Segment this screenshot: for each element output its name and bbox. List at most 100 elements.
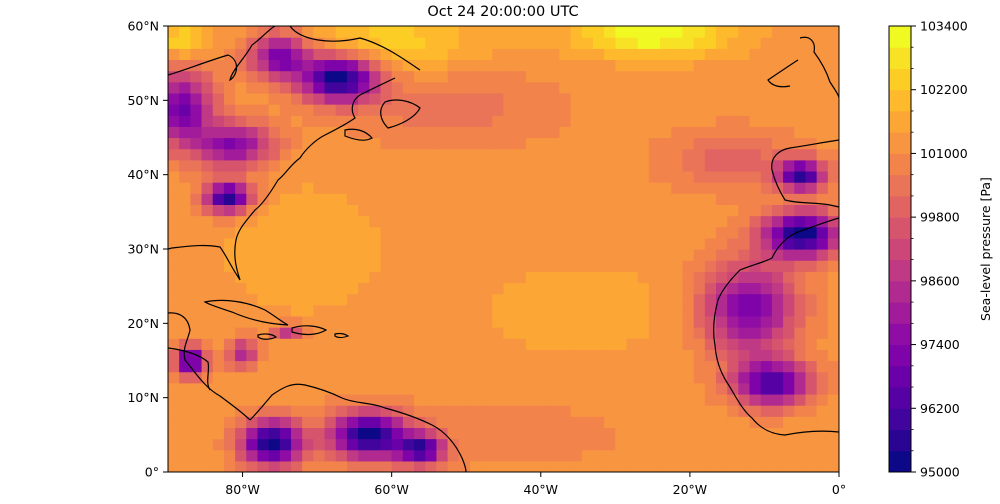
pressure-cell bbox=[313, 360, 326, 373]
pressure-cell bbox=[168, 249, 180, 261]
pressure-cell bbox=[548, 70, 561, 83]
pressure-cell bbox=[637, 304, 650, 317]
colorbar-label: Sea-level pressure [Pa] bbox=[978, 177, 993, 321]
pressure-cell bbox=[492, 327, 505, 339]
pressure-cell bbox=[503, 126, 516, 139]
pressure-cell bbox=[179, 137, 191, 150]
pressure-cell bbox=[414, 315, 426, 328]
pressure-cell bbox=[235, 282, 247, 295]
pressure-cell bbox=[525, 193, 538, 205]
pressure-cell bbox=[425, 327, 437, 339]
pressure-cell bbox=[660, 349, 672, 362]
pressure-cell bbox=[469, 449, 482, 462]
pressure-cell bbox=[458, 170, 471, 183]
pressure-cell bbox=[760, 48, 773, 61]
pressure-cell bbox=[615, 338, 628, 350]
pressure-cell bbox=[615, 282, 628, 295]
pressure-cell bbox=[682, 293, 695, 306]
pressure-cell bbox=[358, 26, 370, 38]
pressure-cell bbox=[190, 193, 203, 205]
pressure-cell bbox=[302, 170, 314, 183]
pressure-cell bbox=[291, 438, 303, 451]
pressure-cell bbox=[570, 204, 583, 217]
pressure-cell bbox=[380, 226, 393, 239]
pressure-cell bbox=[414, 148, 426, 161]
pressure-cell bbox=[715, 70, 728, 83]
pressure-cell bbox=[749, 104, 762, 116]
pressure-cell bbox=[346, 215, 359, 228]
pressure-cell bbox=[682, 315, 695, 328]
pressure-cell bbox=[268, 315, 281, 328]
pressure-cell bbox=[615, 226, 628, 239]
pressure-cell bbox=[268, 382, 281, 395]
pressure-cell bbox=[425, 237, 437, 250]
coastline-nova-scotia bbox=[344, 128, 373, 141]
pressure-cell bbox=[201, 327, 214, 339]
pressure-cell bbox=[537, 148, 549, 161]
pressure-cell bbox=[738, 159, 751, 172]
pressure-cell bbox=[637, 148, 650, 161]
pressure-cell bbox=[548, 460, 561, 472]
pressure-cell bbox=[458, 438, 471, 451]
pressure-cell bbox=[783, 81, 795, 94]
pressure-cell bbox=[268, 182, 281, 194]
pressure-cell bbox=[693, 92, 706, 105]
pressure-cell bbox=[570, 338, 583, 350]
pressure-cell bbox=[738, 260, 751, 272]
pressure-cell bbox=[179, 48, 191, 61]
pressure-cell bbox=[447, 427, 460, 440]
pressure-cell bbox=[771, 81, 784, 94]
pressure-cell bbox=[581, 148, 594, 161]
pressure-cell bbox=[581, 427, 594, 440]
pressure-cell bbox=[223, 449, 236, 462]
pressure-cell bbox=[324, 193, 337, 205]
pressure-cell bbox=[335, 115, 348, 127]
pressure-cell bbox=[414, 37, 426, 49]
pressure-cell bbox=[727, 204, 739, 217]
pressure-cell bbox=[514, 215, 527, 228]
pressure-cell bbox=[592, 92, 605, 105]
pressure-cell bbox=[168, 293, 180, 306]
pressure-cell bbox=[660, 81, 672, 94]
pressure-cell bbox=[671, 427, 684, 440]
pressure-cell bbox=[358, 460, 370, 472]
pressure-cell bbox=[615, 204, 628, 217]
pressure-cell bbox=[693, 70, 706, 83]
coastline-south-america bbox=[249, 383, 467, 472]
pressure-cell bbox=[346, 282, 359, 295]
pressure-cell bbox=[223, 371, 236, 384]
pressure-cell bbox=[447, 215, 460, 228]
pressure-cell bbox=[827, 59, 839, 72]
pressure-cell bbox=[537, 382, 549, 395]
pressure-cell bbox=[592, 460, 605, 472]
pressure-cell bbox=[637, 193, 650, 205]
pressure-cell bbox=[671, 204, 684, 217]
pressure-cell bbox=[223, 215, 236, 228]
pressure-cell bbox=[503, 304, 516, 317]
pressure-cell bbox=[447, 115, 460, 127]
pressure-cell bbox=[660, 104, 672, 116]
pressure-cell bbox=[559, 70, 572, 83]
pressure-cell bbox=[682, 282, 695, 295]
pressure-cell bbox=[223, 338, 236, 350]
pressure-cell bbox=[447, 148, 460, 161]
pressure-cell bbox=[660, 92, 672, 105]
pressure-cell bbox=[335, 460, 348, 472]
pressure-cell bbox=[358, 226, 370, 239]
pressure-cell bbox=[715, 327, 728, 339]
pressure-cell bbox=[660, 59, 672, 72]
pressure-cell bbox=[760, 249, 773, 261]
pressure-cell bbox=[335, 260, 348, 272]
pressure-cell bbox=[257, 293, 270, 306]
pressure-cell bbox=[313, 460, 326, 472]
pressure-cell bbox=[425, 416, 437, 428]
pressure-cell bbox=[414, 159, 426, 172]
pressure-cell bbox=[805, 249, 818, 261]
pressure-cell bbox=[581, 226, 594, 239]
pressure-cell bbox=[223, 237, 236, 250]
pressure-cell bbox=[346, 204, 359, 217]
pressure-cell bbox=[581, 293, 594, 306]
pressure-cell bbox=[212, 81, 225, 94]
pressure-cell bbox=[503, 26, 516, 38]
pressure-cell bbox=[168, 193, 180, 205]
